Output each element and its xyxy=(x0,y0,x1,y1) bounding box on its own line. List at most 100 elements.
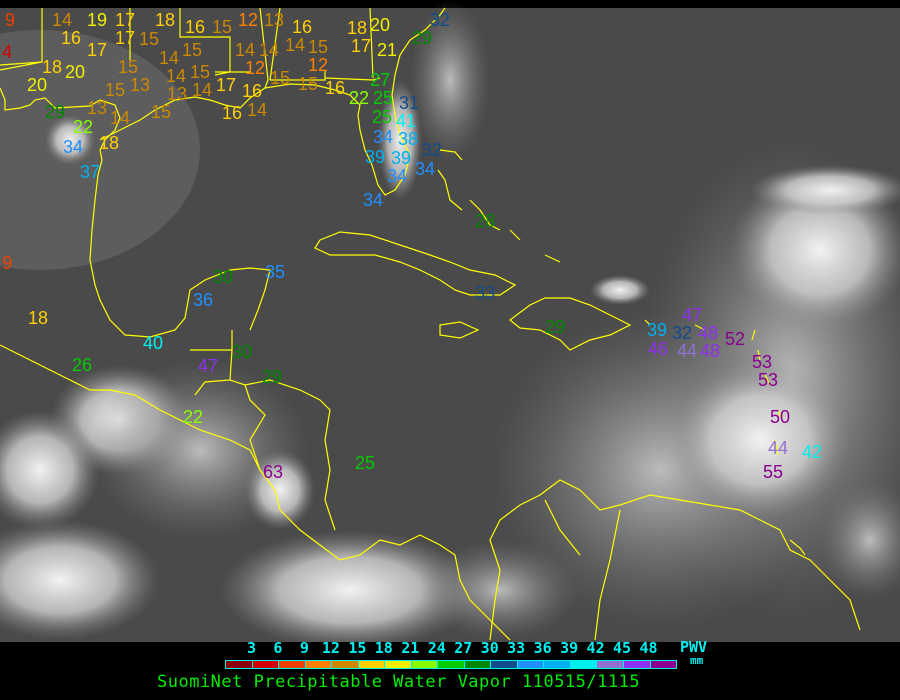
pwv-station-value: 32 xyxy=(422,140,442,160)
pwv-station-value: 15 xyxy=(270,68,290,88)
pwv-station-value: 25 xyxy=(373,88,393,108)
pwv-station-value: 9 xyxy=(5,10,15,30)
pwv-station-value: 15 xyxy=(212,17,232,37)
legend-swatch xyxy=(597,661,624,668)
legend-swatch xyxy=(305,661,333,668)
pwv-station-value: 28 xyxy=(475,211,495,231)
legend-swatch xyxy=(491,661,518,668)
legend-tick: 42 xyxy=(586,639,605,657)
pwv-station-value: 46 xyxy=(648,339,668,359)
legend-swatch xyxy=(279,661,306,668)
pwv-station-value: 34 xyxy=(415,159,435,179)
pwv-station-value: 18 xyxy=(155,10,175,30)
pwv-station-value: 39 xyxy=(391,148,411,168)
pwv-station-value: 20 xyxy=(27,75,47,95)
pwv-station-value: 15 xyxy=(105,80,125,100)
pwv-station-value: 26 xyxy=(72,355,92,375)
legend-tick: 18 xyxy=(374,639,393,657)
pwv-station-value: 14 xyxy=(285,35,305,55)
pwv-station-value: 16 xyxy=(292,17,312,37)
pwv-station-value: 40 xyxy=(143,333,163,353)
legend-swatch xyxy=(385,661,412,668)
pwv-station-value: 9 xyxy=(2,253,12,273)
pwv-station-value: 47 xyxy=(682,305,702,325)
pwv-station-value: 29 xyxy=(262,367,282,387)
pwv-station-value: 25 xyxy=(372,107,392,127)
legend-swatch xyxy=(226,661,253,668)
pwv-station-value: 17 xyxy=(87,40,107,60)
pwv-station-value: 14 xyxy=(247,100,267,120)
pwv-station-value: 29 xyxy=(45,102,65,122)
pwv-station-value: 18 xyxy=(347,18,367,38)
pwv-station-value: 15 xyxy=(190,62,210,82)
legend-tick: 33 xyxy=(507,639,526,657)
pwv-station-value: 15 xyxy=(298,74,318,94)
pwv-station-value: 22 xyxy=(183,407,203,427)
pwv-station-value: 34 xyxy=(63,137,83,157)
pwv-station-value: 63 xyxy=(263,462,283,482)
pwv-station-value: 32 xyxy=(430,10,450,30)
pwv-station-value: 13 xyxy=(87,98,107,118)
pwv-station-value: 27 xyxy=(370,70,390,90)
pwv-station-value: 18 xyxy=(42,57,62,77)
pwv-station-value: 14 xyxy=(52,10,72,30)
legend-tick: 24 xyxy=(427,639,446,657)
pwv-station-value: 13 xyxy=(167,84,187,104)
legend-tick: 6 xyxy=(273,639,283,657)
legend-swatch xyxy=(464,661,492,668)
legend-tick: 36 xyxy=(533,639,552,657)
pwv-station-value: 53 xyxy=(752,352,772,372)
legend-tick: 15 xyxy=(348,639,367,657)
legend-tick: 3 xyxy=(246,639,256,657)
pwv-station-value: 14 xyxy=(192,80,212,100)
pwv-station-value: 37 xyxy=(80,162,100,182)
pwv-station-value: 39 xyxy=(647,320,667,340)
legend-tick: 45 xyxy=(613,639,632,657)
legend-tick: 30 xyxy=(480,639,499,657)
pwv-station-value: 16 xyxy=(185,17,205,37)
pwv-station-value: 15 xyxy=(139,29,159,49)
pwv-station-value: 22 xyxy=(349,88,369,108)
pwv-station-value: 29 xyxy=(412,28,432,48)
pwv-station-value: 14 xyxy=(159,48,179,68)
pwv-station-value: 48 xyxy=(698,323,718,343)
coastlines xyxy=(0,7,861,641)
pwv-station-value: 34 xyxy=(387,166,407,186)
legend: 3 6 9 12 15 18 21 24 27 30 33 36 39 42 45 48 PWV mm Suo… xyxy=(0,638,900,700)
legend-swatch xyxy=(517,661,545,668)
pwv-station-value: 14 xyxy=(166,66,186,86)
legend-tick: 9 xyxy=(299,639,309,657)
legend-tick: 27 xyxy=(454,639,473,657)
legend-unit: mm xyxy=(690,654,704,667)
legend-color-bar xyxy=(225,660,677,669)
pwv-station-value: 36 xyxy=(193,290,213,310)
pwv-station-value: 12 xyxy=(238,10,258,30)
pwv-station-value: 29 xyxy=(545,317,565,337)
pwv-station-value: 22 xyxy=(73,117,93,137)
legend-swatch xyxy=(623,661,651,668)
legend-tick: 48 xyxy=(639,639,658,657)
pwv-station-value: 44 xyxy=(768,438,788,458)
pwv-station-value: 53 xyxy=(758,370,778,390)
legend-swatch xyxy=(332,661,359,668)
pwv-station-value: 34 xyxy=(373,127,393,147)
pwv-station-value: 42 xyxy=(802,442,822,462)
pwv-station-value: 13 xyxy=(130,75,150,95)
pwv-station-value: 41 xyxy=(396,111,416,131)
pwv-station-value: 34 xyxy=(363,190,383,210)
legend-swatch xyxy=(438,661,465,668)
pwv-station-value: 16 xyxy=(325,78,345,98)
pwv-station-value: 18 xyxy=(99,133,119,153)
pwv-station-value: 15 xyxy=(118,57,138,77)
pwv-station-value: 15 xyxy=(182,40,202,60)
pwv-station-value: 18 xyxy=(28,308,48,328)
pwv-station-value: 17 xyxy=(115,28,135,48)
pwv-station-value: 16 xyxy=(222,103,242,123)
pwv-station-value: 17 xyxy=(115,10,135,30)
legend-swatch xyxy=(544,661,571,668)
pwv-station-value: 15 xyxy=(151,102,171,122)
legend-swatch xyxy=(358,661,386,668)
pwv-station-value: 35 xyxy=(265,262,285,282)
pwv-station-value: 31 xyxy=(399,93,419,113)
